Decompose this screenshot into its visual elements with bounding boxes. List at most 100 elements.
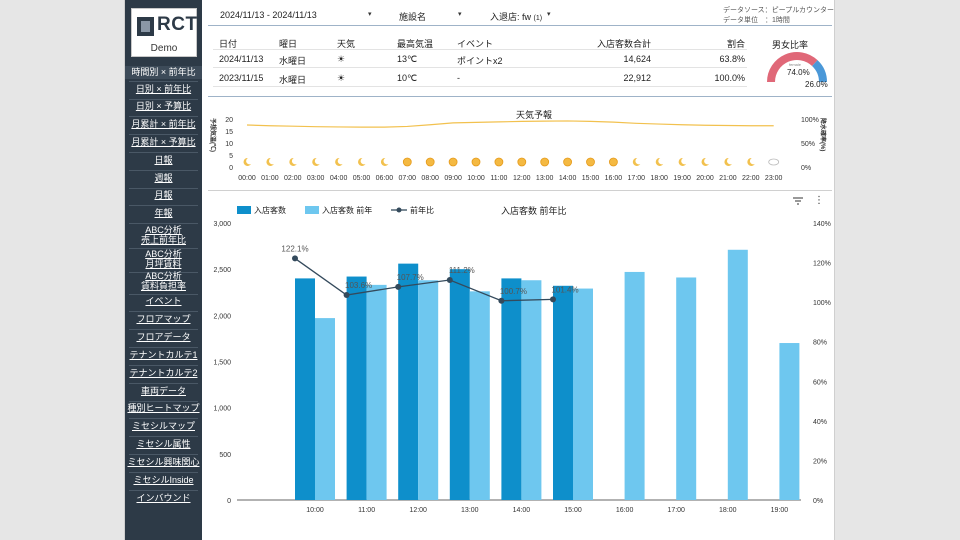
sidebar-item[interactable]: 月累計 × 予算比 [125,137,202,147]
nav-divider [129,188,198,189]
yoy-point [446,276,453,283]
more-options-icon[interactable]: ⋮ [814,195,824,206]
filter-icon[interactable] [793,197,803,208]
weather-hour-label: 17:00 [628,175,646,182]
legend-line-icon [391,207,407,213]
moon-icon [358,157,366,166]
sidebar-item[interactable]: 年報 [125,208,202,218]
sidebar-item[interactable]: テナントカルテ1 [125,350,202,360]
logo-subtitle: Demo [150,43,178,54]
chevron-down-icon[interactable]: ▾ [547,10,551,18]
bar-visitors [501,278,522,500]
entrance-filter-count: (1) [533,15,543,22]
y-tick-label: 3,000 [213,221,231,228]
sun-icon [517,157,527,167]
weather-hour-label: 01:00 [261,175,279,182]
date-range-filter[interactable]: 2024/11/13 - 2024/11/13 [220,10,317,20]
weather-hour-label: 12:00 [513,175,531,182]
weather-y-tick: 5 [229,153,233,160]
sidebar-item[interactable]: イベント [125,296,202,306]
nav-divider [129,454,198,455]
sidebar-item-label: フロアデータ [136,332,191,342]
row-divider [213,49,747,50]
moon-icon [747,157,755,166]
chevron-down-icon[interactable]: ▾ [458,10,462,18]
sidebar-item-label: イベント [145,296,182,306]
divider [208,96,832,97]
legend-yoy[interactable]: 前年比 [391,205,434,216]
moon-icon [632,157,641,166]
nav-divider [129,436,198,437]
sidebar-item[interactable]: 種別ヒートマップ [125,403,202,413]
bar-visitors-last-year [315,318,335,500]
weather-hour-label: 13:00 [536,175,554,182]
table-cell: 2024/11/13 [219,54,264,64]
sidebar-item[interactable]: 月報 [125,190,202,200]
nav-divider [129,248,198,249]
divider [208,190,832,191]
sidebar-item[interactable]: 日別 × 予算比 [125,101,202,111]
legend-swatch [305,206,319,214]
sidebar-item-label: ABC分析 [145,249,182,259]
weather-hour-label: 00:00 [238,175,256,182]
legend-visitors-last-year[interactable]: 入店客数 前年 [305,205,372,216]
sidebar-item-label: 時間別 × 前年比 [131,67,196,77]
sidebar-item[interactable]: フロアマップ [125,314,202,324]
nav-divider [129,383,198,384]
sidebar-item[interactable]: 時間別 × 前年比 [125,66,202,79]
y2-tick-label: 20% [813,458,827,465]
sidebar-item[interactable]: ミセシルInside [125,475,202,485]
sidebar-item-label-line2: 月坪賃料 [145,259,182,269]
y2-tick-label: 120% [813,261,831,268]
sidebar-item[interactable]: 日別 × 前年比 [125,84,202,94]
legend-visitors[interactable]: 入店客数 [237,205,286,216]
sidebar-item-label: 月報 [154,190,173,200]
nav-divider [129,311,198,312]
sidebar-item[interactable]: 日報 [125,155,202,165]
logo[interactable]: RCT Demo [131,8,197,57]
sidebar-item-label: フロアマップ [136,314,191,324]
gauge-female-pct: 74.0% [787,68,810,77]
sidebar-item-label: 月累計 × 予算比 [131,137,196,147]
y2-tick-label: 140% [813,221,831,228]
y2-tick-label: 40% [813,419,827,426]
weather-hour-label: 16:00 [605,175,623,182]
weather-y-tick: 20 [225,117,233,124]
bar-visitors [346,276,367,500]
sidebar-item[interactable]: フロアデータ [125,332,202,342]
sidebar-item[interactable]: インバウンド [125,493,202,503]
sidebar-item-label: テナントカルテ1 [129,350,198,360]
weather-y2-tick: 0% [801,165,811,172]
sidebar-item[interactable]: ミセシルマップ [125,421,202,431]
weather-hour-label: 19:00 [673,175,691,182]
yoy-point [498,297,505,304]
y2-tick-label: 60% [813,379,827,386]
entrance-filter[interactable]: 入退店: fw (1) [490,10,542,23]
sidebar-item-label: 車両データ [140,386,186,396]
sidebar-item-label-line2: 売上前年比 [140,235,186,245]
weather-hour-label: 15:00 [582,175,600,182]
facility-filter[interactable]: 施設名 [399,12,427,22]
sidebar-item[interactable]: ミセシル興味関心 [125,457,202,467]
bar-visitors [553,285,573,500]
sidebar-item[interactable]: ABC分析 月坪賃料 [125,249,202,269]
chevron-down-icon[interactable]: ▾ [368,10,372,18]
table-header: 曜日 [279,39,298,49]
row-divider [213,67,747,68]
x-tick-label: 15:00 [564,507,582,514]
moon-icon [724,157,732,166]
table-cell: 水曜日 [279,75,307,85]
weather-hour-label: 09:00 [444,175,462,182]
sidebar-item[interactable]: テナントカルテ2 [125,368,202,378]
weather-hour-label: 11:00 [490,175,507,182]
sidebar-item[interactable]: ABC分析 賃料負担率 [125,271,202,291]
sidebar-item-label: テナントカルテ2 [129,368,198,378]
nav-divider [129,472,198,473]
sidebar-item[interactable]: ミセシル属性 [125,439,202,449]
sidebar-item[interactable]: 月累計 × 前年比 [125,119,202,129]
sidebar-item[interactable]: 週報 [125,173,202,183]
sidebar-item[interactable]: ABC分析 売上前年比 [125,225,202,245]
weather-y-tick: 0 [229,165,233,172]
logo-text: RCT [157,14,198,35]
sidebar-item[interactable]: 車両データ [125,386,202,396]
